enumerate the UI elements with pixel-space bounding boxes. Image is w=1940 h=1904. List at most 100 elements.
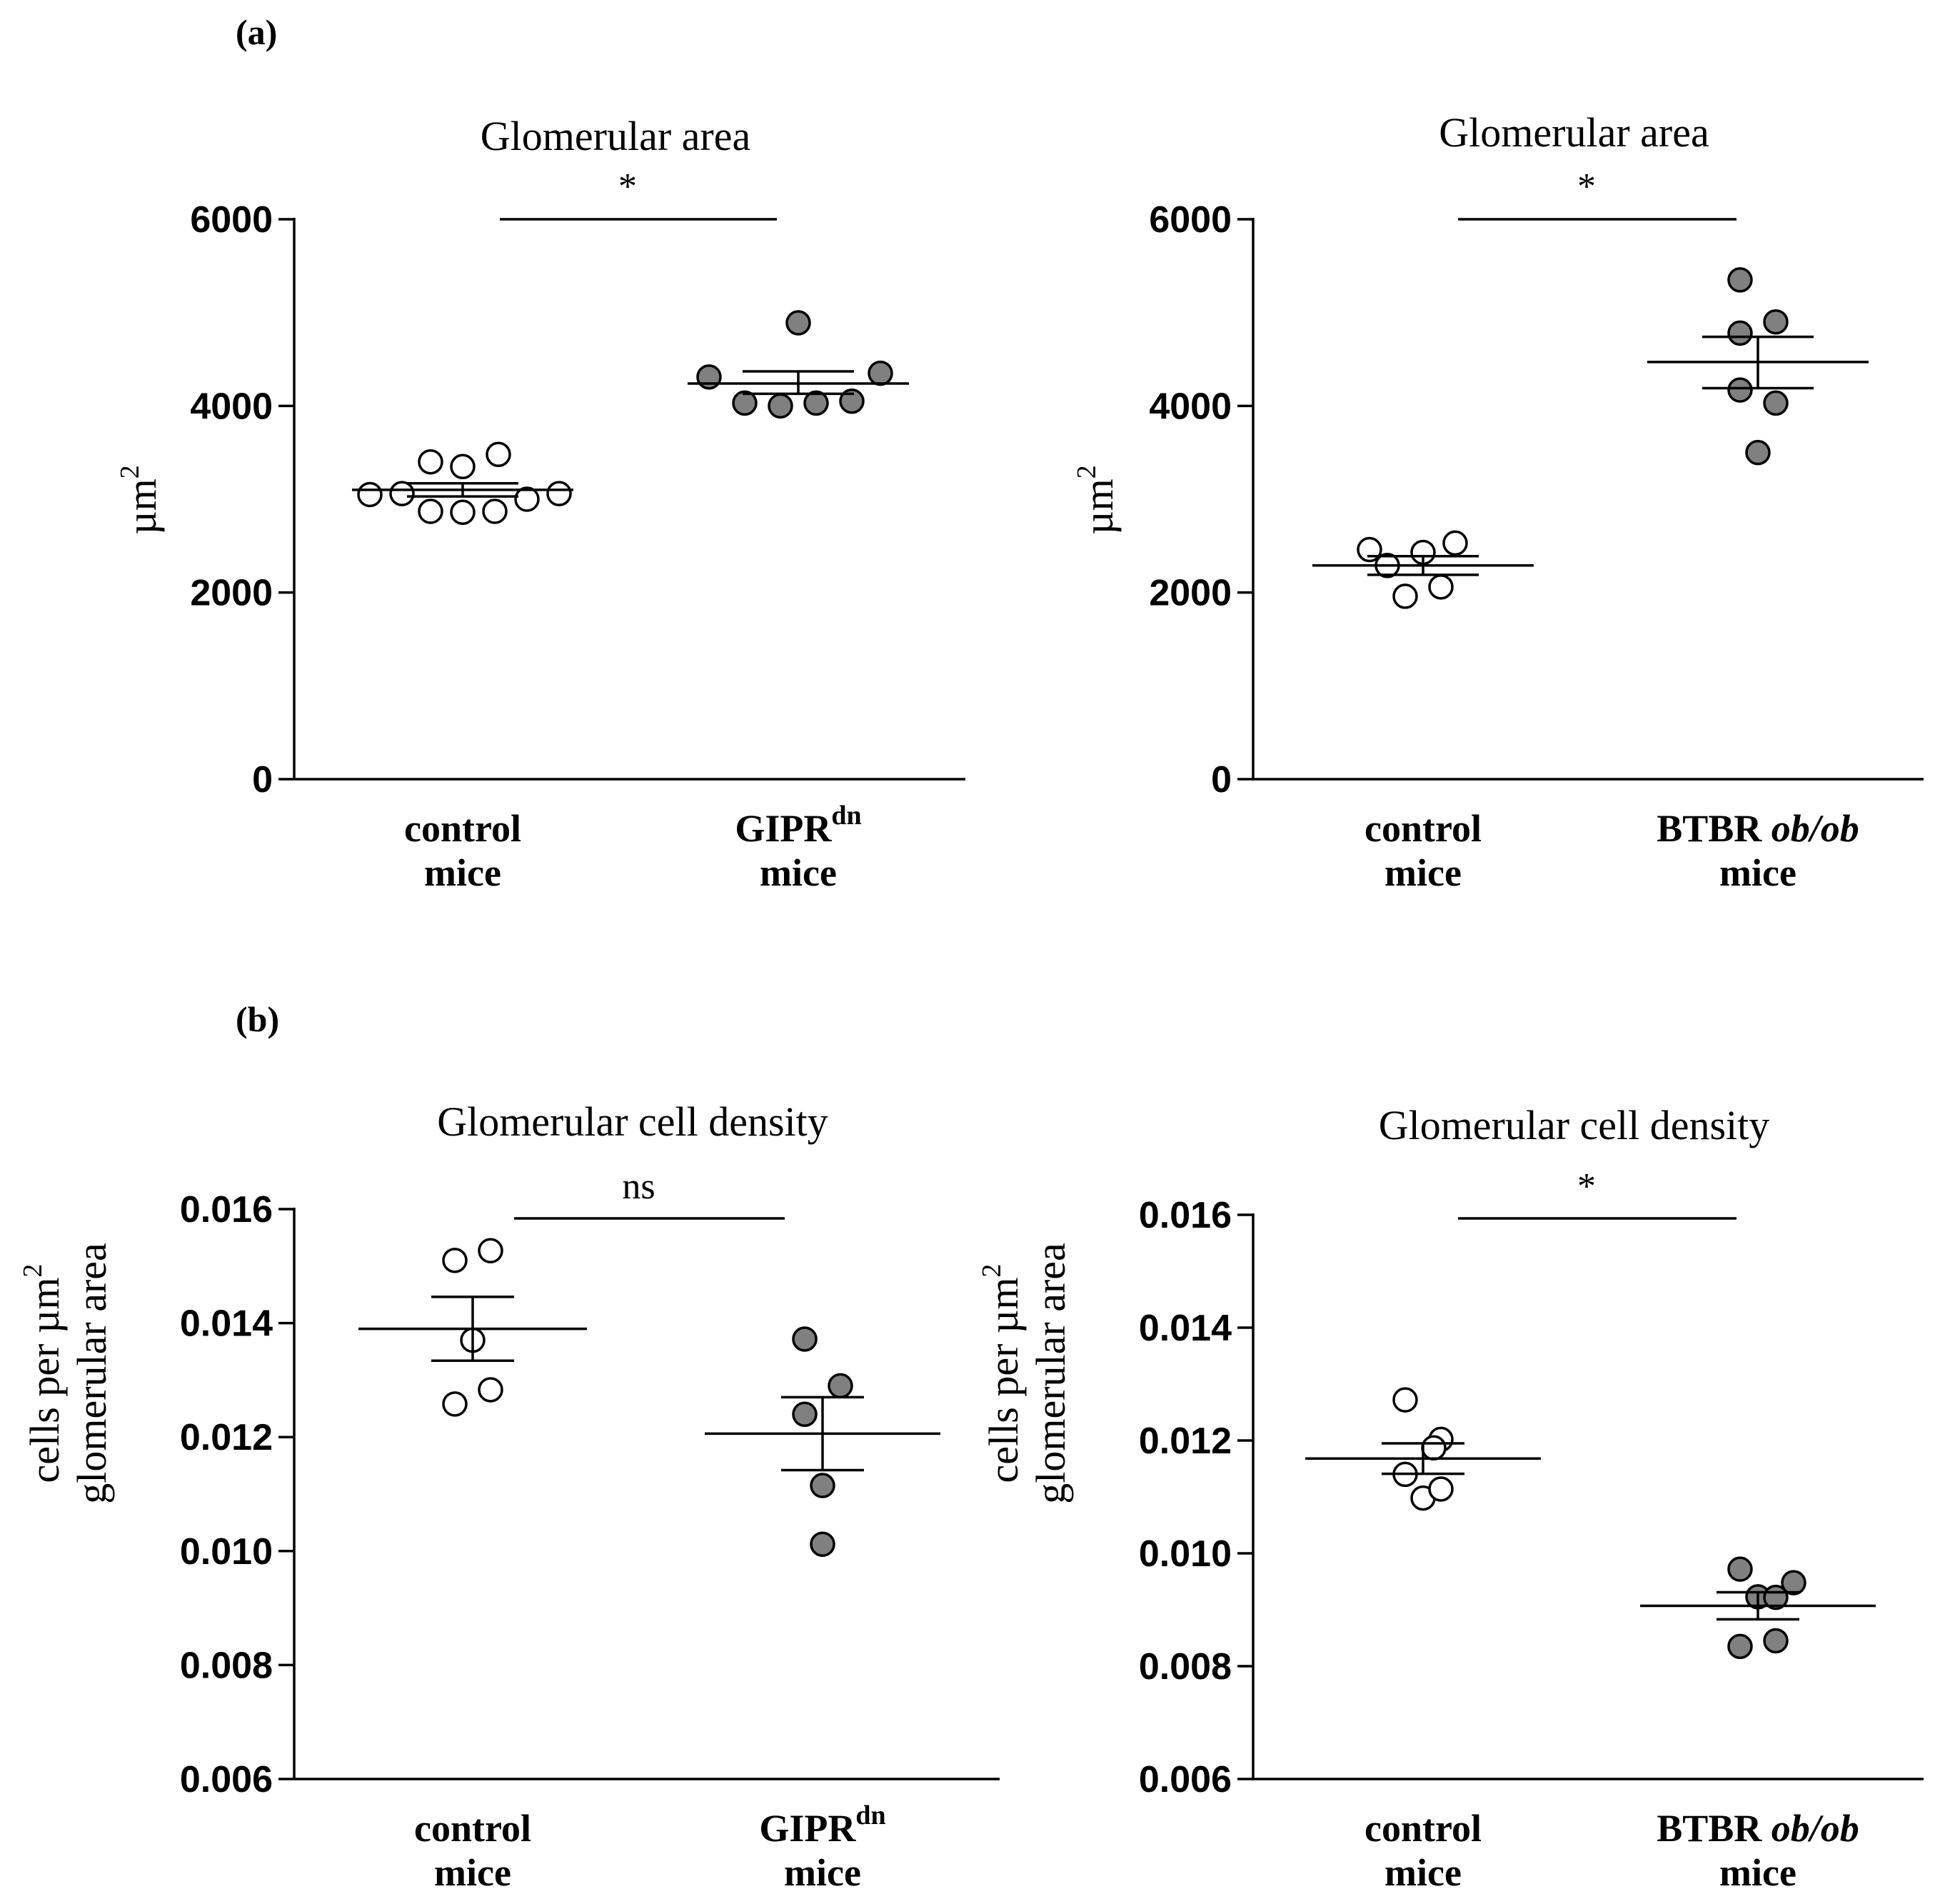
data-point	[357, 481, 383, 508]
x-category-label: control mice	[404, 807, 521, 894]
data-point	[1392, 583, 1418, 609]
data-point	[546, 481, 572, 506]
chart-title: Glomerular area	[481, 113, 750, 159]
significance-marker: *	[1577, 1166, 1596, 1207]
category-line-2: mice	[1719, 851, 1796, 894]
data-point	[785, 310, 811, 336]
y-tick-label: 0.008	[1139, 1646, 1232, 1688]
data-point	[1727, 267, 1753, 293]
data-point	[1392, 1387, 1418, 1413]
data-point	[803, 390, 829, 416]
group-1: GIPRdn mice	[705, 1326, 940, 1894]
y-axis-label-text: µm	[1075, 478, 1122, 535]
data-point	[486, 441, 511, 468]
data-point	[810, 1473, 835, 1498]
data-point	[1428, 574, 1454, 600]
group-1: GIPRdn mice	[688, 310, 909, 894]
category-line-2: mice	[760, 851, 837, 894]
x-category-label: GIPRdn mice	[759, 1800, 885, 1894]
y-tick-label: 0.012	[180, 1417, 273, 1458]
data-point	[1727, 1556, 1753, 1582]
y-tick-label: 4000	[190, 386, 273, 427]
chart-title: Glomerular cell density	[1379, 1102, 1770, 1148]
chart-b-left: Glomerular cell density 0.006 0.008 0.010 0.…	[18, 1098, 1000, 1894]
category-italic: ob/ob	[1771, 807, 1859, 850]
x-category-label: control mice	[1364, 807, 1482, 894]
y-tick-label: 0.014	[1139, 1308, 1232, 1349]
significance-marker: *	[618, 166, 637, 207]
y-axis-label-superscript: 2	[115, 465, 145, 478]
y-axis-label-line2: glomerular area	[69, 1243, 115, 1504]
data-point	[839, 389, 865, 414]
data-point	[1727, 320, 1753, 346]
category-line-2: mice	[424, 851, 501, 894]
x-category-label: control mice	[414, 1807, 531, 1894]
y-axis-label: cells per µm2 glomerular area	[977, 1243, 1074, 1504]
y-axis-label-superscript: 2	[18, 1264, 48, 1278]
data-point	[389, 481, 415, 506]
data-point	[418, 449, 443, 475]
data-point	[828, 1373, 853, 1399]
data-point	[442, 1248, 468, 1273]
y-tick-label: 0.006	[180, 1759, 273, 1800]
y-tick-label: 0	[1211, 759, 1232, 801]
y-axis-label-superscript: 2	[1072, 465, 1102, 478]
data-point	[450, 499, 476, 526]
y-axis-label: cells per µm2 glomerular area	[18, 1243, 115, 1504]
group-0: control mice	[1312, 530, 1534, 894]
panel-label-a: (a)	[236, 12, 277, 52]
y-axis-label: µm2	[1072, 465, 1122, 535]
data-point	[1763, 390, 1789, 416]
data-point	[768, 393, 793, 419]
data-point	[418, 498, 443, 524]
y-tick-label: 6000	[190, 199, 273, 241]
data-point	[792, 1401, 818, 1428]
y-tick-label: 0.010	[1139, 1533, 1232, 1575]
y-tick-label: 0.016	[1139, 1195, 1232, 1236]
y-tick-label: 0	[252, 759, 273, 801]
category-line-1: control	[404, 807, 521, 850]
data-point	[1421, 1435, 1447, 1461]
data-point	[1745, 439, 1771, 466]
x-category-label: BTBR ob/ob mice	[1657, 807, 1859, 894]
panel-label-b: (b)	[236, 999, 279, 1039]
significance-marker: *	[1577, 166, 1596, 207]
y-tick-label: 2000	[190, 573, 273, 614]
y-axis-label: µm2	[115, 465, 165, 535]
x-category-label: BTBR ob/ob mice	[1657, 1807, 1859, 1894]
data-point	[1428, 1476, 1454, 1502]
chart-title: Glomerular area	[1439, 109, 1709, 156]
category-line-1: GIPR	[759, 1807, 856, 1850]
data-point	[1727, 1633, 1753, 1660]
data-point	[1442, 530, 1468, 556]
data-point	[482, 498, 508, 524]
y-axis-label-text: cells per µm	[21, 1278, 68, 1483]
data-point	[868, 360, 893, 386]
chart-title: Glomerular cell density	[437, 1098, 828, 1145]
category-line-1: BTBR	[1657, 807, 1771, 850]
y-axis-label-text: cells per µm	[980, 1278, 1027, 1483]
y-tick-label: 0.006	[1139, 1759, 1232, 1800]
x-category-label: control mice	[1364, 1807, 1482, 1894]
category-superscript: dn	[855, 1800, 885, 1830]
data-point	[732, 390, 758, 416]
category-superscript: dn	[831, 801, 861, 831]
y-axis-label-line2: glomerular area	[1027, 1243, 1074, 1504]
category-line-1: control	[1364, 1807, 1482, 1850]
category-line-2: mice	[434, 1851, 511, 1894]
y-axis-label-text: µm	[119, 478, 165, 535]
y-tick-label: 0.016	[180, 1189, 273, 1231]
y-axis-label-superscript: 2	[977, 1264, 1007, 1278]
category-line-1: control	[414, 1807, 531, 1850]
data-point	[1727, 377, 1753, 403]
group-1: BTBR ob/ob mice	[1640, 1556, 1876, 1894]
data-point	[478, 1377, 503, 1403]
data-point	[450, 454, 476, 480]
category-line-2: mice	[1384, 1851, 1462, 1894]
category-line-2: mice	[784, 1851, 861, 1894]
category-italic: ob/ob	[1771, 1807, 1859, 1850]
y-tick-label: 0.010	[180, 1531, 273, 1573]
